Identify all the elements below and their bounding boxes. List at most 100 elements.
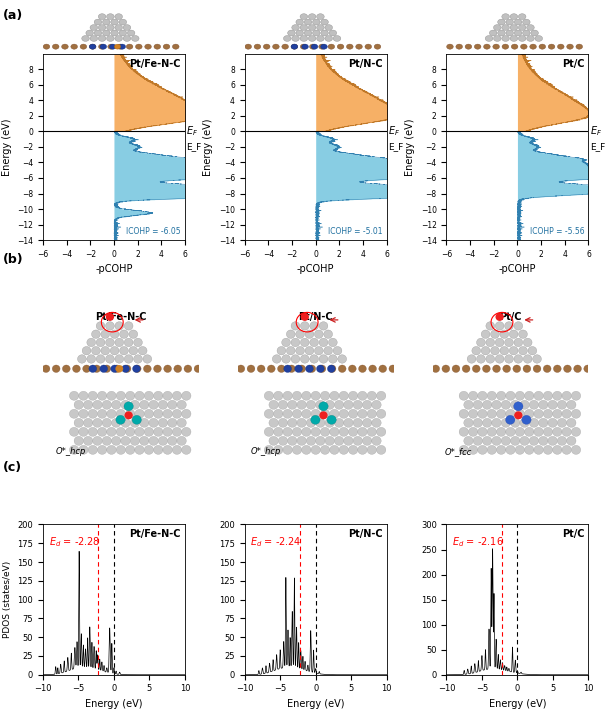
Circle shape bbox=[353, 436, 362, 446]
Circle shape bbox=[96, 355, 105, 363]
Circle shape bbox=[181, 409, 191, 418]
Circle shape bbox=[111, 30, 118, 36]
Circle shape bbox=[503, 365, 511, 373]
Circle shape bbox=[515, 446, 525, 454]
Circle shape bbox=[158, 436, 167, 446]
Circle shape bbox=[287, 436, 297, 446]
Circle shape bbox=[86, 30, 93, 36]
Circle shape bbox=[145, 44, 151, 49]
Circle shape bbox=[308, 365, 316, 373]
Circle shape bbox=[562, 428, 571, 436]
Circle shape bbox=[97, 391, 107, 401]
Circle shape bbox=[292, 428, 302, 436]
Circle shape bbox=[539, 418, 548, 428]
Y-axis label: Energy (eV): Energy (eV) bbox=[204, 119, 213, 176]
Circle shape bbox=[305, 365, 313, 373]
Circle shape bbox=[269, 418, 278, 428]
Circle shape bbox=[144, 446, 154, 454]
Circle shape bbox=[304, 30, 312, 36]
Circle shape bbox=[509, 330, 518, 338]
Circle shape bbox=[97, 446, 107, 454]
Circle shape bbox=[498, 30, 505, 36]
Circle shape bbox=[557, 418, 566, 428]
Circle shape bbox=[103, 365, 111, 373]
Circle shape bbox=[330, 428, 339, 436]
Circle shape bbox=[539, 436, 548, 446]
Circle shape bbox=[291, 44, 298, 49]
Circle shape bbox=[144, 391, 154, 401]
Circle shape bbox=[321, 428, 330, 436]
Circle shape bbox=[305, 330, 314, 338]
Circle shape bbox=[121, 401, 130, 409]
Circle shape bbox=[523, 365, 531, 373]
Circle shape bbox=[300, 36, 308, 41]
Circle shape bbox=[83, 436, 93, 446]
Circle shape bbox=[504, 338, 513, 347]
Circle shape bbox=[548, 401, 557, 409]
Circle shape bbox=[133, 365, 141, 373]
Circle shape bbox=[269, 401, 278, 409]
Circle shape bbox=[348, 409, 358, 418]
Circle shape bbox=[314, 346, 323, 355]
Circle shape bbox=[333, 346, 342, 355]
Text: E_F: E_F bbox=[388, 143, 403, 151]
Text: Pt/Fe-N-C: Pt/Fe-N-C bbox=[129, 529, 181, 539]
Circle shape bbox=[83, 365, 91, 373]
Circle shape bbox=[306, 418, 316, 428]
Circle shape bbox=[115, 338, 124, 347]
Circle shape bbox=[313, 19, 320, 25]
Circle shape bbox=[346, 44, 353, 49]
Circle shape bbox=[100, 44, 107, 49]
Circle shape bbox=[291, 44, 298, 49]
Circle shape bbox=[107, 14, 114, 19]
Circle shape bbox=[319, 44, 326, 49]
Circle shape bbox=[316, 401, 325, 409]
Text: Pt/N-C: Pt/N-C bbox=[299, 311, 333, 321]
Circle shape bbox=[300, 355, 309, 363]
Circle shape bbox=[337, 44, 344, 49]
Circle shape bbox=[277, 346, 286, 355]
Circle shape bbox=[96, 338, 105, 347]
Circle shape bbox=[130, 418, 140, 428]
Circle shape bbox=[520, 401, 529, 409]
Circle shape bbox=[376, 409, 386, 418]
Circle shape bbox=[321, 409, 330, 418]
Circle shape bbox=[264, 391, 273, 401]
Circle shape bbox=[321, 19, 329, 25]
Circle shape bbox=[389, 365, 397, 373]
Circle shape bbox=[557, 44, 564, 49]
Circle shape bbox=[524, 355, 532, 363]
Circle shape bbox=[529, 401, 539, 409]
X-axis label: -pCOHP: -pCOHP bbox=[297, 264, 335, 274]
Circle shape bbox=[554, 365, 562, 373]
Circle shape bbox=[520, 44, 527, 49]
Circle shape bbox=[504, 355, 513, 363]
Circle shape bbox=[154, 446, 163, 454]
Circle shape bbox=[358, 391, 367, 401]
Text: (c): (c) bbox=[3, 461, 22, 473]
Circle shape bbox=[105, 338, 114, 347]
Circle shape bbox=[317, 36, 324, 41]
Circle shape bbox=[102, 19, 110, 25]
Circle shape bbox=[123, 36, 131, 41]
Circle shape bbox=[510, 36, 518, 41]
Circle shape bbox=[177, 436, 186, 446]
Circle shape bbox=[78, 391, 88, 401]
Circle shape bbox=[482, 418, 492, 428]
Circle shape bbox=[272, 355, 281, 363]
Circle shape bbox=[89, 44, 96, 49]
Circle shape bbox=[571, 391, 581, 401]
Circle shape bbox=[468, 409, 478, 418]
Circle shape bbox=[167, 418, 177, 428]
Circle shape bbox=[527, 24, 535, 31]
Circle shape bbox=[327, 416, 337, 424]
Circle shape bbox=[164, 365, 172, 373]
Circle shape bbox=[495, 338, 504, 347]
Circle shape bbox=[506, 428, 515, 436]
Circle shape bbox=[98, 24, 106, 31]
Circle shape bbox=[300, 24, 308, 31]
Circle shape bbox=[362, 401, 372, 409]
Circle shape bbox=[126, 428, 135, 436]
Circle shape bbox=[302, 391, 311, 401]
Circle shape bbox=[78, 428, 88, 436]
